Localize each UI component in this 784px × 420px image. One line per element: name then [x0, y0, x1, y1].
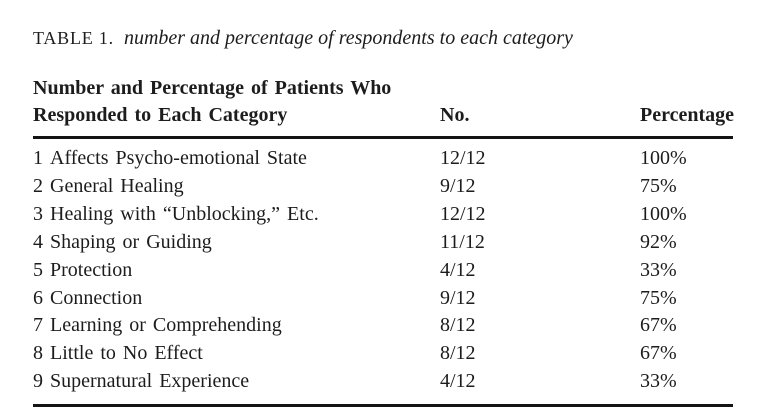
category-cell: 6 Connection	[33, 285, 440, 313]
count-cell: 12/12	[440, 202, 486, 225]
category-cell: 9 Supernatural Experience	[33, 368, 440, 396]
count-cell: 9/12	[440, 286, 476, 309]
category-label: Healing with “Unblocking,” Etc.	[50, 202, 319, 225]
row-number: 3	[33, 202, 43, 225]
category-column-header: Number and Percentage of Patients Who Re…	[33, 75, 440, 129]
row-number: 2	[33, 174, 43, 197]
category-cell: 2 General Healing	[33, 173, 440, 201]
table-header-row: Number and Percentage of Patients Who Re…	[33, 75, 735, 139]
percentage-cell: 92%	[640, 230, 677, 253]
table-body: 1 Affects Psycho-emotional State 12/12 10…	[33, 139, 733, 408]
percentage-cell: 100%	[640, 147, 687, 169]
category-label: General Healing	[50, 174, 184, 197]
category-header-line1: Number and Percentage of Patients Who	[33, 77, 392, 99]
table-row: 4 Shaping or Guiding 11/12 92%	[33, 229, 733, 257]
row-number: 1	[33, 147, 43, 169]
percentage-cell: 75%	[640, 286, 677, 309]
count-cell: 8/12	[440, 342, 476, 365]
table-row: 9 Supernatural Experience 4/12 33%	[33, 368, 733, 396]
row-number: 5	[33, 258, 43, 281]
percentage-cell: 100%	[640, 202, 687, 225]
category-cell: 5 Protection	[33, 257, 440, 285]
table-row: 6 Connection 9/12 75%	[33, 285, 733, 313]
count-cell: 11/12	[440, 230, 485, 253]
table-row: 1 Affects Psycho-emotional State 12/12 10…	[33, 145, 733, 173]
count-cell: 9/12	[440, 174, 476, 197]
table-caption-label: TABLE 1.	[33, 28, 114, 48]
percentage-cell: 67%	[640, 342, 677, 365]
table-row: 5 Protection 4/12 33%	[33, 257, 733, 285]
table-row: 8 Little to No Effect 8/12 67%	[33, 340, 733, 368]
category-cell: 8 Little to No Effect	[33, 340, 440, 368]
table-caption-title: number and percentage of respondents to …	[123, 27, 573, 49]
percentage-column-header: Percentage	[640, 104, 735, 126]
count-cell: 4/12	[440, 370, 476, 393]
count-cell: 12/12	[440, 147, 486, 169]
category-label: Affects Psycho-emotional State	[50, 147, 307, 169]
row-number: 8	[33, 342, 43, 365]
row-number: 6	[33, 286, 43, 309]
percentage-cell: 67%	[640, 314, 677, 337]
count-cell: 4/12	[440, 258, 476, 281]
category-label: Protection	[50, 258, 133, 281]
row-number: 4	[33, 230, 43, 253]
table-caption: TABLE 1. number and percentage of respond…	[33, 28, 733, 50]
row-number: 7	[33, 314, 43, 337]
category-label: Learning or Comprehending	[50, 314, 282, 337]
category-cell: 3 Healing with “Unblocking,” Etc.	[33, 201, 440, 229]
row-number: 9	[33, 370, 43, 393]
category-label: Little to No Effect	[50, 342, 203, 365]
category-cell: 1 Affects Psycho-emotional State	[33, 145, 440, 173]
category-label: Supernatural Experience	[50, 370, 250, 393]
percentage-cell: 33%	[640, 370, 677, 393]
percentage-cell: 33%	[640, 258, 677, 281]
percentage-cell: 75%	[640, 174, 677, 197]
category-header-line2: Responded to Each Category	[33, 104, 288, 126]
no-column-header: No.	[440, 104, 470, 126]
category-cell: 4 Shaping or Guiding	[33, 229, 440, 257]
count-cell: 8/12	[440, 314, 476, 337]
category-cell: 7 Learning or Comprehending	[33, 312, 440, 340]
table-row: 3 Healing with “Unblocking,” Etc. 12/12 1…	[33, 201, 733, 229]
category-label: Shaping or Guiding	[50, 230, 212, 253]
category-label: Connection	[50, 286, 143, 309]
results-table: Number and Percentage of Patients Who Re…	[33, 75, 735, 408]
table-row: 2 General Healing 9/12 75%	[33, 173, 733, 201]
table-row: 7 Learning or Comprehending 8/12 67%	[33, 312, 733, 340]
